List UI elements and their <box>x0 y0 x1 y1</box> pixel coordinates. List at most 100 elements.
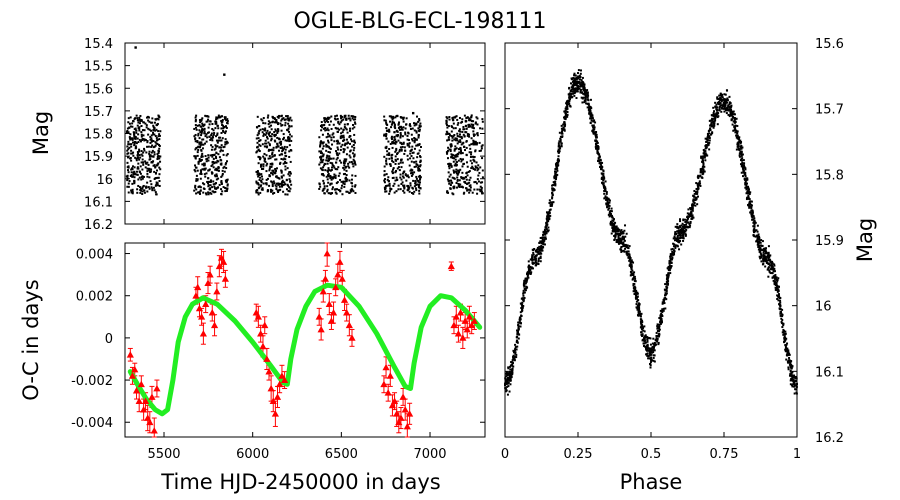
phased-point <box>673 253 676 256</box>
light-curve-point <box>258 125 261 128</box>
light-curve-point <box>262 165 265 168</box>
light-curve-point <box>131 190 134 193</box>
light-curve-point <box>461 152 464 155</box>
light-curve-point <box>156 122 159 125</box>
phased-point <box>789 360 792 363</box>
phased-point <box>625 246 628 249</box>
light-curve-point <box>140 118 143 121</box>
phased-point <box>773 270 776 273</box>
light-curve-point <box>258 156 261 159</box>
light-curve-point <box>417 185 420 188</box>
phased-point <box>520 322 523 325</box>
light-curve-point <box>204 192 207 195</box>
light-curve-point <box>460 143 463 146</box>
light-curve-point <box>475 182 478 185</box>
light-curve-point <box>133 128 136 131</box>
phased-point <box>718 108 721 111</box>
light-curve-point <box>402 116 405 119</box>
light-curve-point <box>222 153 225 156</box>
phased-point <box>539 240 542 243</box>
light-curve-point <box>275 118 278 121</box>
light-curve-point <box>409 123 412 126</box>
light-curve-point <box>151 149 154 152</box>
light-curve-point <box>272 117 275 120</box>
light-curve-point <box>158 180 161 183</box>
light-curve-point <box>257 137 260 140</box>
light-curve-point <box>225 119 228 122</box>
light-curve-point <box>328 123 331 126</box>
light-curve-point <box>280 169 283 172</box>
light-curve-point <box>282 184 285 187</box>
light-curve-point <box>395 176 398 179</box>
light-curve-point <box>322 124 325 127</box>
light-curve-point <box>216 141 219 144</box>
light-curve-point <box>458 129 461 132</box>
phased-point <box>602 186 605 189</box>
phased-point <box>555 176 558 179</box>
phased-point <box>681 225 684 228</box>
phased-point <box>743 164 746 167</box>
phased-point <box>546 216 549 219</box>
phased-point <box>537 252 540 255</box>
light-curve-point <box>287 136 290 139</box>
phased-point <box>514 349 517 352</box>
phased-point <box>650 351 653 354</box>
phased-point <box>736 124 739 127</box>
light-curve-point <box>127 156 130 159</box>
phased-point <box>603 197 606 200</box>
phased-point <box>633 271 636 274</box>
light-curve-point <box>275 185 278 188</box>
light-curve-point <box>455 186 458 189</box>
oc-xtick-label: 5500 <box>147 447 180 462</box>
phased-point <box>657 327 660 330</box>
light-curve-point <box>200 173 203 176</box>
light-curve-point <box>283 147 286 150</box>
light-curve-point <box>322 179 325 182</box>
phased-point <box>696 195 699 198</box>
phased-point <box>581 85 584 88</box>
light-curve-point <box>264 133 267 136</box>
light-curve-point <box>338 172 341 175</box>
light-curve-point <box>211 155 214 158</box>
light-curve-point <box>416 115 419 118</box>
light-curve-point <box>287 127 290 130</box>
light-curve-point <box>138 118 141 121</box>
light-curve-point <box>281 179 284 182</box>
phased-point <box>788 356 791 359</box>
light-curve-point <box>282 174 285 177</box>
light-curve-point <box>275 175 278 178</box>
light-curve-point <box>460 160 463 163</box>
light-curve-point <box>198 157 201 160</box>
light-curve-point <box>391 122 394 125</box>
light-curve-point <box>138 150 141 153</box>
phased-point <box>603 192 606 195</box>
phased-point <box>762 253 765 256</box>
light-curve-point <box>327 181 330 184</box>
phased-point <box>759 241 762 244</box>
light-curve-point <box>419 181 422 184</box>
phased-point <box>569 95 572 98</box>
phased-point <box>608 212 611 215</box>
phased-point <box>606 201 609 204</box>
light-curve-point <box>343 114 346 117</box>
light-curve-point <box>387 176 390 179</box>
light-curve-point <box>453 149 456 152</box>
phased-point <box>772 270 775 273</box>
light-curve-point <box>471 165 474 168</box>
phased-point <box>775 283 778 286</box>
light-curve-point <box>345 174 348 177</box>
light-curve-point <box>452 169 455 172</box>
light-curve-point <box>152 133 155 136</box>
light-curve-point <box>282 190 285 193</box>
light-curve-point <box>462 158 465 161</box>
light-curve-point <box>262 117 265 120</box>
light-curve-point <box>290 149 293 152</box>
phased-point <box>734 127 737 130</box>
light-curve-point <box>277 183 280 186</box>
light-curve-point <box>354 118 357 121</box>
phased-point <box>506 385 509 388</box>
phased-point <box>512 356 515 359</box>
light-curve-point <box>258 178 261 181</box>
light-curve-point <box>201 124 204 127</box>
oc-point <box>135 397 143 405</box>
